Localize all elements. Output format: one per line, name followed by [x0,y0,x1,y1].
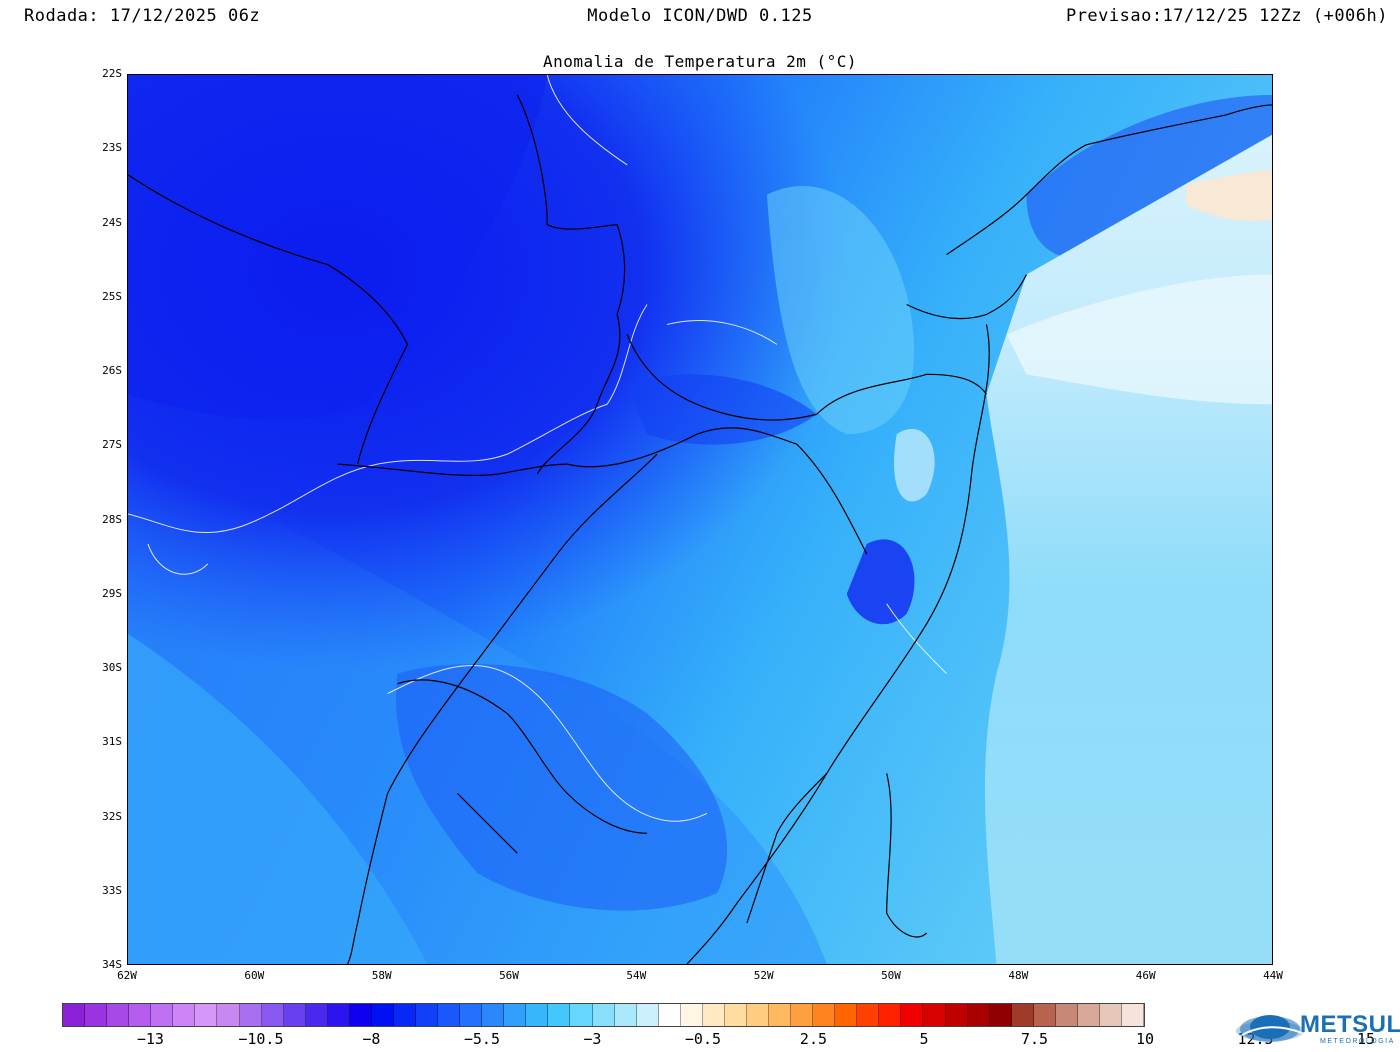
lat-tick-label: 26S [102,364,122,377]
lat-tick-label: 28S [102,512,122,526]
colorbar-swatch [526,1004,549,1026]
colorbar-swatch [85,1004,108,1026]
colorbar-label: −3 [583,1030,602,1048]
colorbar-swatch [614,1004,637,1026]
contour-lines [128,75,947,822]
colorbar-swatch [1099,1004,1122,1026]
colorbar-label: 2.5 [799,1030,828,1048]
colorbar-swatch [283,1004,306,1026]
colorbar-label: 7.5 [1020,1030,1049,1048]
lon-tick-label: 52W [753,969,774,982]
colorbar-swatch [261,1004,284,1026]
map-graphic [128,75,1272,964]
colorbar-swatch [769,1004,792,1026]
colorbar-swatch [239,1004,262,1026]
colorbar-label: −13 [136,1030,164,1048]
lon-tick-label: 44W [1263,969,1283,982]
colorbar-swatch [835,1004,858,1026]
lon-tick-label: 58W [371,969,392,982]
brand-subtitle: METEOROLOGIA [1320,1038,1395,1045]
lat-tick-label: 29S [102,586,122,600]
colorbar-swatch [702,1004,725,1026]
colorbar-swatch [967,1004,990,1026]
colorbar-label: −0.5 [684,1030,722,1048]
colorbar-swatch [879,1004,902,1026]
colorbar-swatch [504,1004,527,1026]
colorbar-swatch [1122,1004,1145,1026]
lat-tick-label: 23S [102,141,122,155]
colorbar-swatch [1055,1004,1078,1026]
lat-tick-label: 24S [102,215,122,229]
temperature-anomaly-map[interactable] [127,74,1273,965]
colorbar-swatch [438,1004,461,1026]
borders-and-coastline [128,94,1272,964]
colorbar-label: 5 [919,1030,929,1048]
brand-name: METSUL [1300,1011,1400,1038]
model-label: Modelo ICON/DWD 0.125 [587,6,813,26]
colorbar-swatch [746,1004,769,1026]
colorbar-swatch [371,1004,394,1026]
lat-tick-label: 22S [102,67,122,80]
lon-tick-label: 54W [626,969,647,982]
lat-tick-label: 34S [102,958,122,971]
colorbar-swatch [129,1004,152,1026]
lat-tick-label: 27S [102,438,122,452]
colorbar-swatch [195,1004,218,1026]
colorbar-swatch [349,1004,372,1026]
lon-tick-label: 60W [244,969,265,982]
lat-tick-label: 31S [102,735,122,749]
colorbar-label: −5.5 [463,1030,500,1048]
lon-tick-label: 48W [1008,969,1029,982]
lat-tick-label: 33S [102,883,122,897]
colorbar-label: −10.5 [238,1030,284,1048]
lat-tick-label: 25S [102,289,122,303]
colorbar-swatch [63,1004,86,1026]
metsul-logo-icon [1236,1015,1304,1042]
lon-tick-label: 50W [881,969,901,982]
colorbar-swatch [1011,1004,1034,1026]
colorbar-label: −8 [362,1030,381,1048]
colorbar-label: 10 [1135,1030,1155,1048]
colorbar-swatch [416,1004,439,1026]
colorbar-swatch [658,1004,681,1026]
colorbar-swatch [217,1004,240,1026]
colorbar-swatch [680,1004,703,1026]
forecast-label: Previsao:17/12/25 12Zz (+006h) [1065,6,1388,26]
run-label: Rodada: 17/12/2025 06z [24,6,261,26]
colorbar-swatch [393,1004,416,1026]
map-title: Anomalia de Temperatura 2m (°C) [542,52,858,71]
colorbar-label: 15 [1356,1030,1376,1048]
anomaly-field [128,75,1272,964]
colorbar-swatch [791,1004,814,1026]
colorbar-swatch [482,1004,505,1026]
colorbar-swatch [813,1004,836,1026]
colorbar-swatch [724,1004,747,1026]
colorbar-swatch [592,1004,615,1026]
colorbar-swatch [923,1004,946,1026]
colorbar-swatch [1077,1004,1100,1026]
colorbar-swatch [570,1004,593,1026]
colorbar-swatch [1033,1004,1056,1026]
colorbar [62,1003,1145,1027]
colorbar-swatch [305,1004,328,1026]
colorbar-swatch [173,1004,196,1026]
colorbar-swatch [548,1004,571,1026]
colorbar-swatch [107,1004,130,1026]
lat-tick-label: 30S [102,661,122,674]
colorbar-swatch [857,1004,880,1026]
colorbar-swatch [945,1004,968,1026]
lon-tick-label: 56W [499,969,519,982]
colorbar-swatch [327,1004,350,1026]
colorbar-swatch [460,1004,483,1026]
lat-tick-label: 32S [102,809,122,823]
colorbar-swatch [636,1004,659,1026]
lon-tick-label: 46W [1135,969,1156,982]
colorbar-swatch [901,1004,924,1026]
colorbar-swatch [989,1004,1012,1026]
colorbar-swatch [151,1004,174,1026]
lon-tick-label: 62W [117,969,137,982]
